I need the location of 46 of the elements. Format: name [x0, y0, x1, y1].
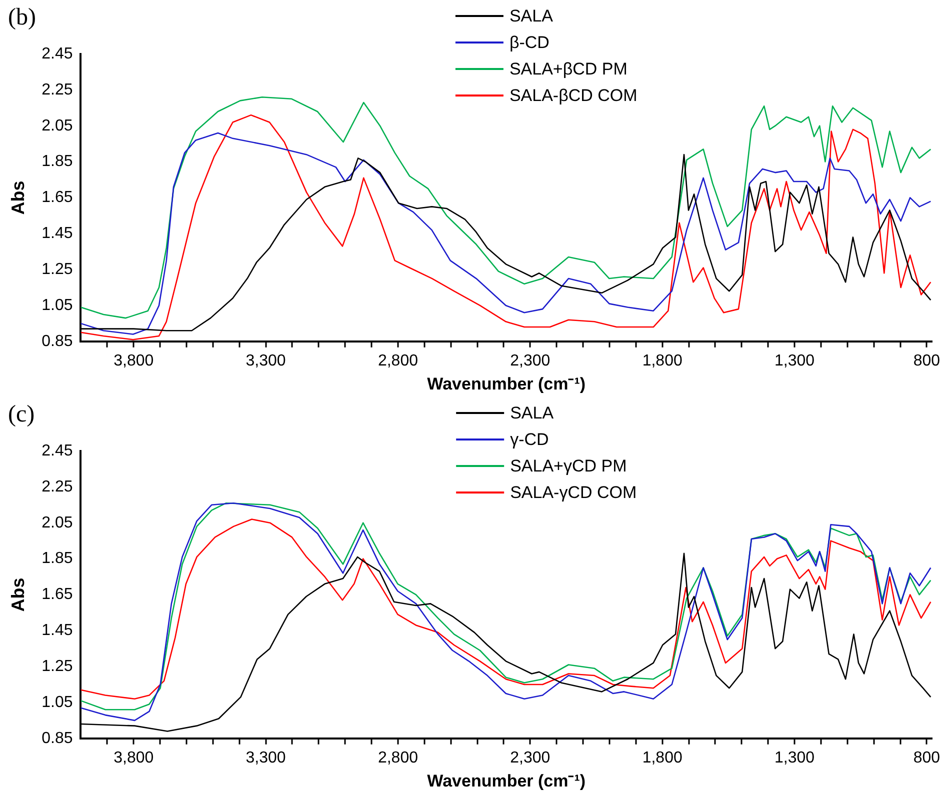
x-axis-title: Wavenumber (cm⁻¹): [427, 374, 586, 394]
y-tick-label: 2.05: [42, 514, 73, 532]
legend-label: SALA+βCD PM: [509, 60, 628, 79]
x-tick-label: 1,300: [774, 749, 815, 766]
y-tick-label: 0.85: [42, 332, 73, 350]
y-axis-title: Abs: [8, 180, 28, 215]
y-tick-label: 0.85: [42, 730, 73, 747]
y-tick-label: 2.45: [42, 442, 73, 460]
chart-title: (c): [8, 401, 35, 428]
x-tick-label: 3,300: [246, 749, 286, 766]
y-tick-label: 1.65: [42, 586, 73, 604]
y-tick-label: 1.45: [42, 225, 73, 242]
y-tick-label: 1.05: [42, 296, 73, 314]
x-tick-label: 2,800: [378, 749, 418, 766]
x-tick-label: 3,300: [246, 352, 286, 370]
y-tick-label: 1.25: [42, 658, 73, 675]
y-tick-label: 1.65: [42, 189, 73, 206]
y-tick-label: 2.05: [42, 117, 73, 134]
x-tick-label: 2,300: [510, 749, 550, 766]
y-tick-label: 1.85: [42, 153, 73, 170]
x-tick-label: 2,300: [510, 352, 550, 370]
legend-label: SALA-βCD COM: [509, 86, 638, 106]
x-tick-label: 1,800: [642, 352, 682, 370]
legend-label: SALA+γCD PM: [510, 456, 627, 476]
legend-label: γ-CD: [510, 430, 549, 450]
x-tick-label: 2,800: [378, 352, 418, 370]
x-tick-label: 800: [913, 352, 940, 370]
y-tick-label: 1.05: [42, 694, 73, 711]
y-tick-label: 1.25: [42, 260, 73, 278]
legend-label: β-CD: [509, 33, 550, 52]
y-tick-label: 2.25: [42, 81, 73, 98]
y-tick-label: 2.25: [42, 478, 73, 496]
chart-title: (b): [8, 4, 36, 30]
legend-label: SALA: [509, 6, 554, 26]
y-tick-label: 1.45: [42, 622, 73, 640]
y-tick-label: 1.85: [42, 550, 73, 568]
x-tick-label: 1,300: [774, 352, 815, 370]
x-tick-label: 3,800: [114, 352, 154, 370]
x-tick-label: 3,800: [114, 749, 154, 766]
legend-label: SALA: [510, 404, 554, 423]
x-tick-label: 800: [913, 749, 940, 766]
x-tick-label: 1,800: [642, 749, 682, 766]
legend-label: SALA-γCD COM: [510, 483, 637, 502]
y-axis-title: Abs: [8, 578, 28, 612]
x-axis-title: Wavenumber (cm⁻¹): [427, 771, 586, 790]
y-tick-label: 2.45: [42, 45, 73, 62]
